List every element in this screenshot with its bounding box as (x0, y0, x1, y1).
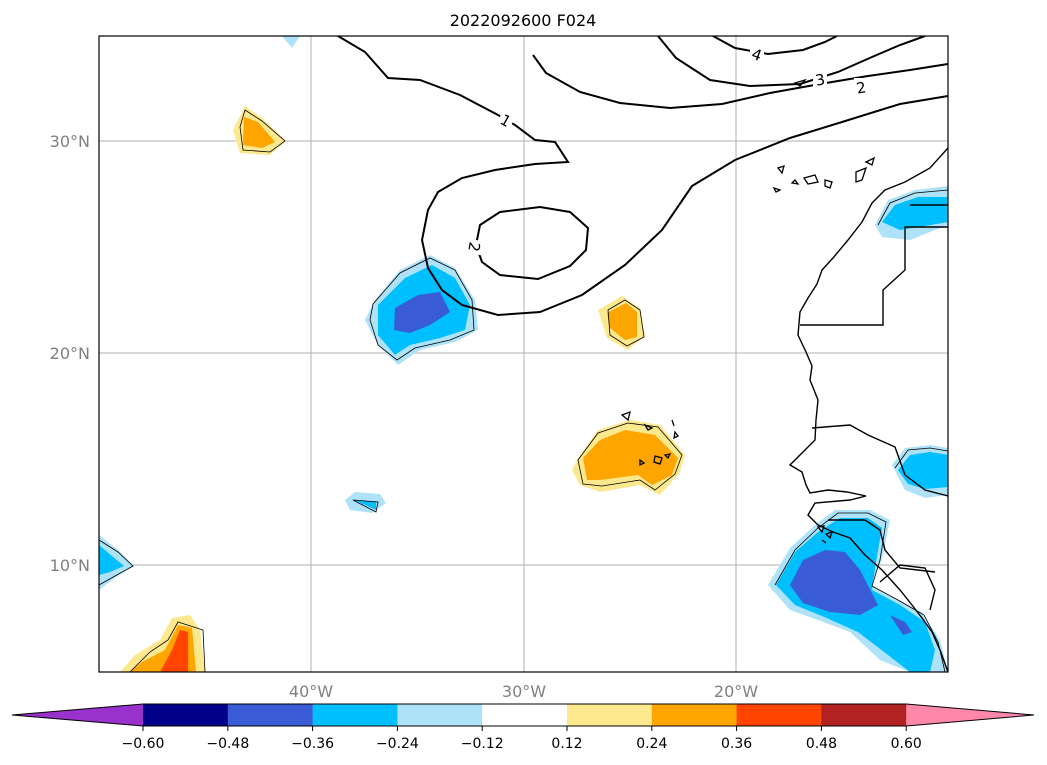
colorbar (11, 703, 1035, 727)
fill-blue-10n (99, 545, 124, 575)
border-1 (800, 226, 948, 326)
figure-title: 2022092600 F024 (450, 11, 597, 30)
coastlines (788, 147, 948, 672)
colorbar-segment (821, 704, 907, 726)
colorbar-tick-label: 0.24 (636, 736, 667, 752)
colorbar-segment (482, 704, 568, 726)
fill-darkblue-guinea (790, 550, 878, 615)
fill-orange-15n (583, 430, 678, 485)
map-frame (98, 35, 949, 673)
map-area: 1 2 2 3 4 (99, 36, 948, 672)
colorbar-extend-left (12, 704, 143, 726)
colorbar-extend-right (906, 704, 1034, 726)
fill-orange-30n (243, 117, 275, 148)
canary-islands (772, 156, 876, 193)
contour-4 (712, 36, 838, 56)
contour-2-loop (474, 205, 590, 281)
colorbar-tick-label: −0.36 (291, 736, 334, 752)
fill-orange-22n (607, 303, 637, 340)
fill-darkblue-guinea-small (890, 615, 912, 635)
colorbar-ticks: −0.60 −0.48 −0.36 −0.24 −0.12 0.12 0.24 0.36 0.4… (122, 726, 922, 752)
bissau-islands (816, 525, 834, 544)
fill-darkblue-central (394, 292, 450, 333)
colorbar-segment (567, 704, 653, 726)
colorbar-tick-label: −0.60 (122, 736, 165, 752)
fill-red-bl (160, 630, 188, 672)
azores-small (793, 78, 807, 87)
anomaly-fills (99, 36, 948, 672)
colorbar-tick-label: 0.60 (891, 736, 922, 752)
fill-blue-top (282, 36, 300, 48)
border-2 (811, 424, 948, 497)
colorbar-segment (227, 704, 314, 726)
coastline-africa (788, 147, 948, 672)
colorbar-segment (651, 704, 738, 726)
lat-label-10n: 10°N (50, 556, 90, 575)
contour-label-2-loop: 2 (464, 241, 483, 254)
cape-verde-islands (620, 410, 679, 467)
border-4 (879, 564, 936, 611)
colorbar-segment (736, 704, 822, 726)
contour-lines (337, 36, 948, 317)
contour-label-group: 1 2 2 3 4 (464, 45, 868, 256)
contour-label-2-east: 2 (855, 78, 868, 97)
lon-label-20w: 20°W (714, 682, 758, 701)
colorbar-tick-label: 0.48 (806, 736, 837, 752)
lat-label-30n: 30°N (50, 132, 90, 151)
lat-label-20n: 20°N (50, 344, 90, 363)
contour-3 (657, 36, 926, 88)
lon-label-30w: 30°W (502, 682, 546, 701)
fill-blue-13n-inner (354, 500, 376, 510)
colorbar-tick-label: −0.24 (376, 736, 419, 752)
colorbar-segment (397, 704, 483, 726)
contour-1 (337, 36, 948, 317)
colorbar-tick-label: −0.12 (461, 736, 504, 752)
contour-label-3: 3 (814, 70, 827, 89)
colorbar-tick-label: 0.12 (551, 736, 582, 752)
colorbar-tick-label: 0.36 (721, 736, 752, 752)
islands (620, 78, 876, 544)
colorbar-segment (312, 704, 398, 726)
colorbar-tick-label: −0.48 (206, 736, 249, 752)
border-3 (828, 519, 936, 573)
lon-label-40w: 40°W (289, 682, 333, 701)
colorbar-segment (143, 704, 229, 726)
contour-2-east (532, 54, 948, 110)
